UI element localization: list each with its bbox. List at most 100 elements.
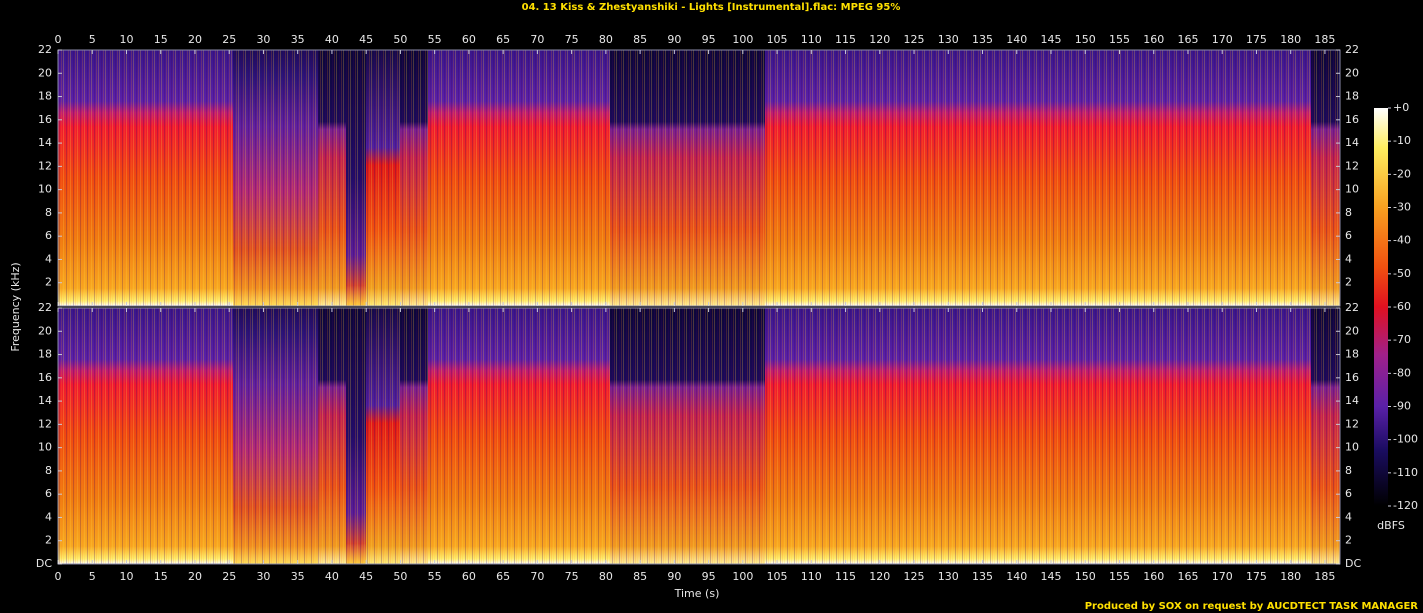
y-tick-label: 8 (45, 206, 52, 219)
colorbar-tick-label: -80 (1393, 366, 1411, 379)
y-tick-label: 10 (38, 183, 52, 196)
x-tick-label: 30 (256, 33, 270, 46)
x-tick-label: 180 (1280, 570, 1301, 583)
y-tick-label: 10 (1345, 183, 1359, 196)
x-tick-label: 105 (767, 570, 788, 583)
y-tick-label: 12 (1345, 417, 1359, 430)
y-tick-label: 4 (45, 252, 52, 265)
x-tick-label: 165 (1177, 33, 1198, 46)
colorbar-tick-label: -110 (1393, 466, 1418, 479)
x-tick-label: 75 (565, 570, 579, 583)
x-tick-label: 60 (462, 33, 476, 46)
footer: Produced by SOX on request by AUCDTECT T… (1085, 601, 1419, 612)
y-tick-label: 16 (38, 371, 52, 384)
x-tick-label: 80 (599, 570, 613, 583)
x-tick-label: 25 (222, 33, 236, 46)
x-tick-label: 145 (1041, 570, 1062, 583)
x-tick-label: 185 (1314, 33, 1335, 46)
spectrogram-image (58, 308, 1340, 564)
x-tick-label: 85 (633, 33, 647, 46)
x-tick-label: 0 (55, 570, 62, 583)
x-tick-label: 40 (325, 570, 339, 583)
y-tick-label: DC (36, 557, 52, 570)
y-tick-label: 20 (1345, 66, 1359, 79)
colorbar-tick-label: -10 (1393, 134, 1411, 147)
y-tick-label: 4 (45, 510, 52, 523)
x-tick-label: 30 (256, 570, 270, 583)
y-tick-label: 8 (1345, 206, 1352, 219)
x-tick-label: 140 (1006, 33, 1027, 46)
x-tick-label: 15 (154, 33, 168, 46)
y-tick-label: 2 (1345, 534, 1352, 547)
spectrogram-image (58, 50, 1340, 306)
x-tick-label: 160 (1143, 33, 1164, 46)
x-tick-label: 80 (599, 33, 613, 46)
y-tick-label: 20 (38, 66, 52, 79)
y-tick-label: 8 (45, 464, 52, 477)
x-tick-label: 150 (1075, 33, 1096, 46)
x-tick-label: 145 (1041, 33, 1062, 46)
x-tick-label: 5 (89, 33, 96, 46)
x-tick-label: 65 (496, 33, 510, 46)
x-tick-label: 120 (869, 33, 890, 46)
y-axis-label: Frequency (kHz) (9, 262, 22, 351)
x-tick-label: 125 (904, 570, 925, 583)
x-tick-label: 70 (530, 570, 544, 583)
x-tick-label: 50 (393, 570, 407, 583)
y-tick-label: 4 (1345, 510, 1352, 523)
x-tick-label: 155 (1109, 33, 1130, 46)
x-tick-label: 110 (801, 570, 822, 583)
x-tick-label: 160 (1143, 570, 1164, 583)
x-tick-label: 185 (1314, 570, 1335, 583)
x-tick-label: 10 (119, 570, 133, 583)
x-tick-label: 115 (835, 33, 856, 46)
y-tick-label: 10 (1345, 441, 1359, 454)
chart-title: 04. 13 Kiss & Zhestyanshiki - Lights [In… (522, 2, 901, 13)
y-tick-label: 12 (38, 159, 52, 172)
y-tick-label: 12 (1345, 159, 1359, 172)
x-tick-label: 165 (1177, 570, 1198, 583)
colorbar-tick-label: -40 (1393, 234, 1411, 247)
y-tick-label: 14 (38, 394, 52, 407)
x-tick-label: 35 (291, 33, 305, 46)
y-tick-label: DC (1345, 557, 1361, 570)
colorbar (1374, 108, 1388, 506)
x-tick-label: 120 (869, 570, 890, 583)
y-tick-label: 18 (38, 90, 52, 103)
y-tick-label: 16 (1345, 113, 1359, 126)
x-tick-label: 170 (1212, 570, 1233, 583)
y-tick-label: 2 (45, 534, 52, 547)
x-tick-label: 40 (325, 33, 339, 46)
colorbar-tick-label: +0 (1393, 101, 1409, 114)
y-tick-label: 18 (1345, 348, 1359, 361)
x-tick-label: 55 (428, 570, 442, 583)
x-tick-label: 85 (633, 570, 647, 583)
x-tick-label: 130 (938, 33, 959, 46)
x-tick-label: 10 (119, 33, 133, 46)
y-tick-label: 10 (38, 441, 52, 454)
x-tick-label: 175 (1246, 33, 1267, 46)
x-tick-label: 45 (359, 33, 373, 46)
x-tick-label: 65 (496, 570, 510, 583)
x-tick-label: 100 (732, 570, 753, 583)
panel-frame (57, 49, 1341, 307)
y-tick-label: 6 (45, 487, 52, 500)
y-tick-label: 14 (1345, 136, 1359, 149)
x-tick-label: 95 (702, 570, 716, 583)
colorbar-tick-label: -60 (1393, 300, 1411, 313)
panel-frame (57, 307, 1341, 565)
x-tick-label: 45 (359, 570, 373, 583)
x-tick-label: 5 (89, 570, 96, 583)
y-tick-label: 14 (1345, 394, 1359, 407)
y-tick-label: 6 (1345, 487, 1352, 500)
colorbar-tick-label: -120 (1393, 499, 1418, 512)
x-tick-label: 20 (188, 570, 202, 583)
y-tick-label: 22 (1345, 43, 1359, 56)
x-tick-label: 175 (1246, 570, 1267, 583)
y-tick-label: 18 (38, 348, 52, 361)
y-tick-label: 14 (38, 136, 52, 149)
x-tick-label: 25 (222, 570, 236, 583)
x-tick-label: 100 (732, 33, 753, 46)
y-tick-label: 6 (1345, 229, 1352, 242)
